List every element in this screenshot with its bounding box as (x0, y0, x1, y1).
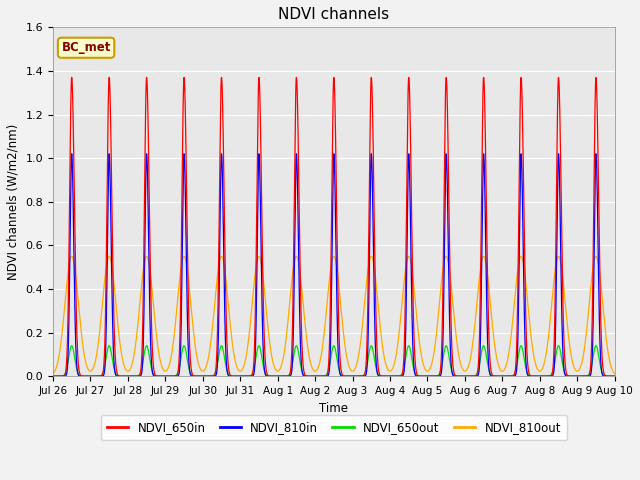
NDVI_650in (163, 373, 171, 379)
NDVI_810out (163, 367, 171, 372)
NDVI_810in (170, 373, 177, 379)
NDVI_650out (49, 373, 57, 379)
NDVI_650out (492, 373, 499, 379)
NDVI_810out (412, 300, 419, 306)
NDVI_650in (611, 373, 618, 379)
NDVI_650out (412, 371, 419, 377)
NDVI_650in (49, 373, 57, 379)
NDVI_810in (163, 373, 171, 379)
Y-axis label: NDVI channels (W/m2/nm): NDVI channels (W/m2/nm) (7, 124, 20, 280)
NDVI_810in (492, 373, 499, 379)
NDVI_650out (259, 363, 267, 369)
Line: NDVI_650in: NDVI_650in (53, 77, 614, 376)
NDVI_650out (170, 373, 177, 379)
NDVI_810out (492, 346, 499, 352)
NDVI_810in (611, 373, 618, 379)
Text: BC_met: BC_met (61, 41, 111, 54)
NDVI_650in (609, 373, 616, 379)
NDVI_810out (68, 253, 76, 259)
NDVI_810in (609, 373, 616, 379)
NDVI_650in (259, 299, 267, 305)
X-axis label: Time: Time (319, 401, 348, 415)
NDVI_810in (49, 373, 57, 379)
NDVI_650in (412, 362, 419, 368)
NDVI_810in (412, 372, 419, 378)
NDVI_650out (163, 373, 171, 379)
Title: NDVI channels: NDVI channels (278, 7, 389, 22)
Legend: NDVI_650in, NDVI_810in, NDVI_650out, NDVI_810out: NDVI_650in, NDVI_810in, NDVI_650out, NDV… (100, 415, 567, 440)
Line: NDVI_810in: NDVI_810in (53, 154, 614, 376)
Line: NDVI_650out: NDVI_650out (53, 346, 614, 376)
NDVI_810out (609, 368, 616, 374)
NDVI_650in (170, 373, 177, 379)
NDVI_650out (68, 343, 76, 348)
NDVI_650in (492, 373, 499, 379)
NDVI_810out (259, 276, 267, 282)
NDVI_810out (49, 371, 57, 377)
NDVI_810in (68, 151, 76, 156)
NDVI_650out (609, 373, 616, 379)
Line: NDVI_810out: NDVI_810out (53, 256, 614, 374)
NDVI_810out (611, 371, 618, 377)
NDVI_650out (611, 373, 618, 379)
NDVI_810in (259, 350, 267, 356)
NDVI_810out (170, 340, 177, 346)
NDVI_650in (68, 74, 76, 80)
